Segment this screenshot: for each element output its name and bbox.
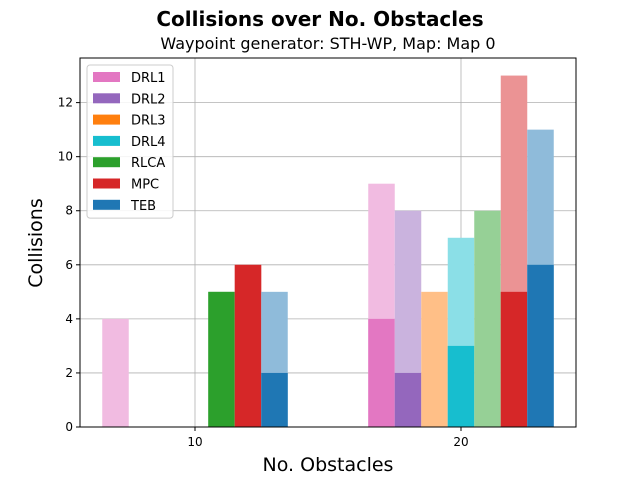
legend-label-drl4: DRL4 [131,135,166,150]
x-tick-label: 10 [187,435,202,449]
bar-solid-teb [527,264,554,427]
x-axis-label: No. Obstacles [263,454,394,476]
legend-label-teb: TEB [130,199,156,214]
legend-label-drl3: DRL3 [131,114,166,129]
bar-solid-rlca [208,291,235,427]
legend-label-rlca: RLCA [131,156,165,171]
plot-frame [79,57,577,428]
bar-solid-mpc [500,291,528,427]
y-tick-label: 2 [65,366,73,380]
axis-ticks: 0 2 4 6 8 10 12 10 20 [58,96,469,449]
bar-solid-teb [261,372,288,427]
chart-title: Collisions over No. Obstacles [156,7,483,31]
legend-swatch-drl3 [93,114,120,125]
bar-solid-drl2 [394,372,422,427]
legend-swatch-drl2 [93,93,120,104]
bar-total-drl3 [421,291,448,427]
chart-subtitle: Waypoint generator: STH-WP, Map: Map 0 [160,34,495,53]
legend-swatch-rlca [93,157,120,168]
y-tick-label: 4 [65,312,73,326]
legend-swatch-mpc [93,178,120,189]
legend-swatch-drl4 [93,135,120,146]
bar-solid-drl1 [368,318,395,427]
y-axis-label: Collisions [25,198,47,287]
bar-total-drl1 [102,318,129,427]
legend-label-drl1: DRL1 [131,71,166,86]
bar-solid-mpc [234,264,262,427]
bar-total-rlca [474,210,501,427]
bar-solid-drl4 [447,345,475,427]
legend: DRL1 DRL2 DRL3 DRL4 RLCA MPC TEB [86,64,174,219]
legend-label-drl2: DRL2 [131,92,166,107]
y-tick-label: 6 [65,258,73,272]
legend-label-mpc: MPC [131,178,159,193]
legend-swatch-drl1 [93,72,120,82]
y-tick-label: 10 [58,150,73,164]
x-tick-label: 20 [453,435,468,449]
y-tick-label: 8 [65,204,73,218]
y-tick-label: 12 [58,96,73,110]
legend-swatch-teb [93,199,120,210]
bars [102,75,554,428]
y-tick-label: 0 [65,420,73,434]
